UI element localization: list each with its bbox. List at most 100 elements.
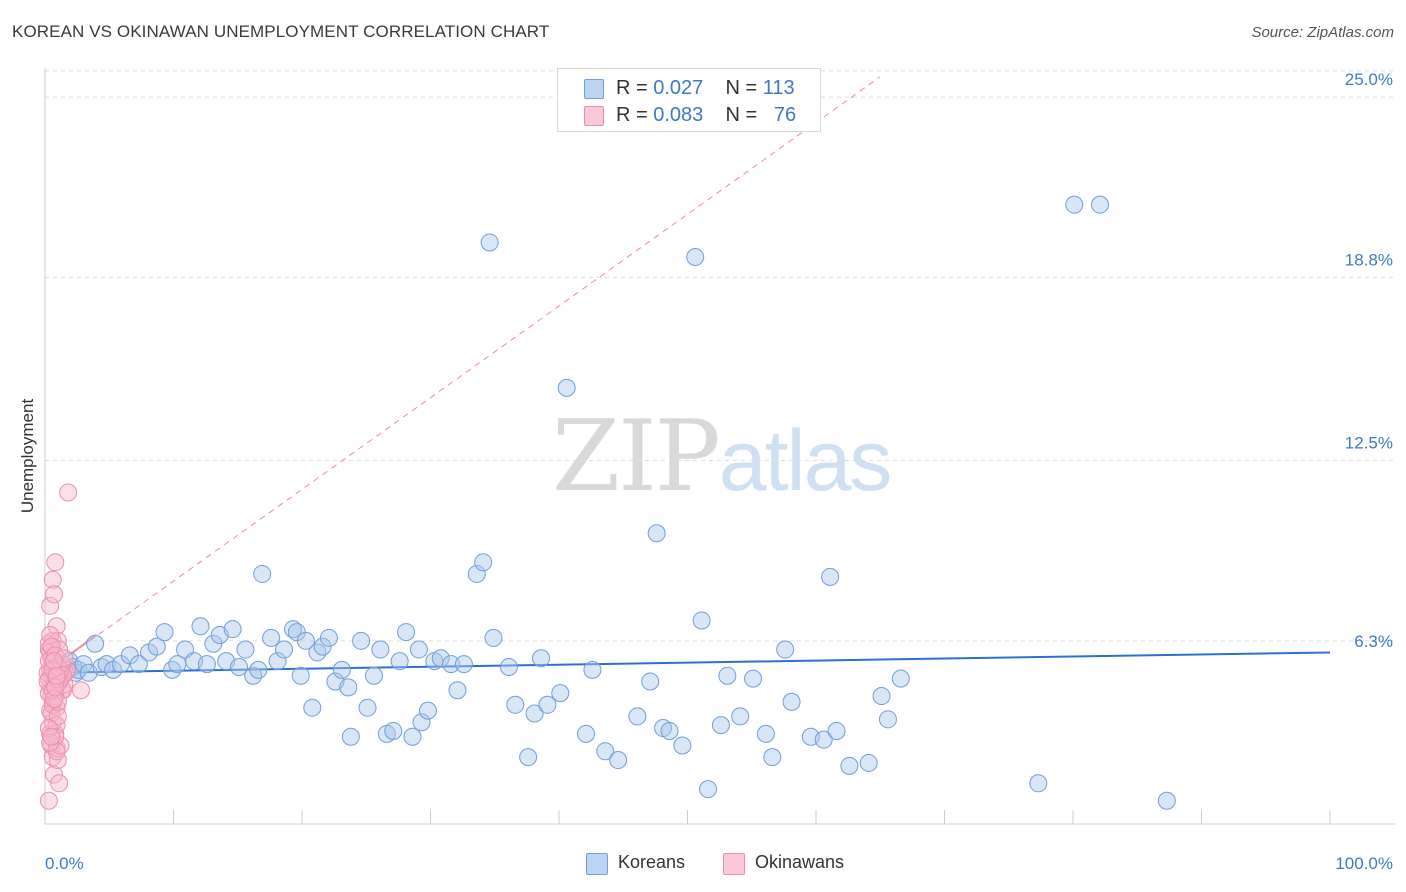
korean-point bbox=[557, 378, 576, 397]
legend-n-label: N = bbox=[725, 77, 758, 99]
korean-point bbox=[412, 713, 431, 732]
trend-lines bbox=[44, 76, 1331, 674]
korean-point bbox=[1065, 195, 1084, 214]
korean-point bbox=[262, 628, 281, 647]
korean-point bbox=[814, 730, 833, 749]
korean-point bbox=[92, 657, 111, 676]
korean-point bbox=[596, 742, 615, 761]
korean-point bbox=[129, 655, 148, 674]
korean-point bbox=[332, 660, 351, 679]
y-tick-label: 6.3% bbox=[1354, 632, 1393, 651]
korean-point bbox=[673, 736, 692, 755]
y-tick-label: 25.0% bbox=[1345, 70, 1393, 89]
korean-point bbox=[699, 780, 718, 799]
korean-point bbox=[86, 634, 105, 653]
chart-title: KOREAN VS OKINAWAN UNEMPLOYMENT CORRELAT… bbox=[12, 22, 550, 41]
legend-swatch-okinawans bbox=[584, 106, 604, 126]
okinawan-point bbox=[55, 649, 74, 668]
korean-point bbox=[384, 721, 403, 740]
korean-point bbox=[467, 564, 486, 583]
korean-point bbox=[454, 655, 473, 674]
okinawan-point bbox=[46, 553, 65, 572]
korean-point bbox=[397, 623, 416, 642]
korean-point bbox=[692, 611, 711, 630]
okinawan-trend-line bbox=[44, 76, 881, 674]
korean-point bbox=[1157, 791, 1176, 810]
korean-point bbox=[147, 637, 166, 656]
korean-point bbox=[731, 707, 750, 726]
korean-point bbox=[74, 655, 93, 674]
korean-point bbox=[253, 564, 272, 583]
korean-point bbox=[641, 672, 660, 691]
korean-point bbox=[660, 721, 679, 740]
korean-point bbox=[576, 724, 595, 743]
korean-point bbox=[763, 748, 782, 767]
korean-point bbox=[711, 716, 730, 735]
korean-point bbox=[583, 660, 602, 679]
legend-r-label: R = bbox=[616, 77, 648, 99]
korean-point bbox=[484, 628, 503, 647]
stats-legend: R = 0.027 N = 113 R = 0.083 N = 76 bbox=[557, 68, 821, 132]
okinawan-point bbox=[42, 637, 61, 656]
axes bbox=[44, 68, 1395, 825]
korean-point bbox=[390, 652, 409, 671]
source-label: Source: ZipAtlas.com bbox=[1251, 24, 1394, 41]
korean-point bbox=[859, 753, 878, 772]
bottom-legend-swatch-koreans bbox=[586, 853, 608, 875]
y-tick-label: 18.8% bbox=[1345, 250, 1393, 269]
korean-point bbox=[480, 233, 499, 252]
korean-point bbox=[872, 687, 891, 706]
korean-point bbox=[223, 620, 242, 639]
okinawan-point bbox=[44, 585, 63, 604]
korean-point bbox=[609, 751, 628, 770]
okinawan-point bbox=[42, 727, 61, 746]
okinawan-point bbox=[43, 570, 62, 589]
korean-point bbox=[891, 669, 910, 688]
okinawan-point bbox=[39, 791, 58, 810]
korean-point bbox=[782, 692, 801, 711]
korean-point bbox=[249, 660, 268, 679]
tick-labels: 6.3% 12.5% 18.8% 25.0% 0.0% 100.0% bbox=[45, 70, 1393, 873]
korean-point bbox=[308, 643, 327, 662]
korean-point bbox=[1090, 195, 1109, 214]
korean-point bbox=[341, 727, 360, 746]
korean-point bbox=[339, 678, 358, 697]
korean-point bbox=[525, 704, 544, 723]
korean-point bbox=[821, 567, 840, 586]
legend-r-label: R = bbox=[616, 104, 648, 126]
bottom-legend-label-koreans: Koreans bbox=[618, 852, 686, 872]
korean-point bbox=[418, 701, 437, 720]
korean-point bbox=[1029, 774, 1048, 793]
okinawan-point bbox=[47, 666, 66, 685]
okinawan-point bbox=[41, 733, 60, 752]
korean-points bbox=[48, 195, 1176, 810]
korean-point bbox=[275, 640, 294, 659]
korean-point bbox=[776, 640, 795, 659]
korean-point bbox=[268, 652, 287, 671]
korean-point bbox=[163, 660, 182, 679]
korean-point bbox=[532, 649, 551, 668]
korean-point bbox=[474, 553, 493, 572]
korean-point bbox=[744, 669, 763, 688]
korean-point bbox=[506, 695, 525, 714]
korean-point bbox=[647, 524, 666, 543]
x-tick-label: 0.0% bbox=[45, 854, 84, 873]
watermark-zip: ZIP bbox=[552, 400, 721, 514]
korean-point bbox=[244, 666, 263, 685]
korean-point bbox=[364, 666, 383, 685]
okinawan-point bbox=[44, 652, 63, 671]
okinawan-point bbox=[46, 678, 65, 697]
korean-point bbox=[403, 727, 422, 746]
korean-point bbox=[448, 681, 467, 700]
x-tick-label: 100.0% bbox=[1335, 854, 1393, 873]
korean-point bbox=[551, 684, 570, 703]
okinawan-point bbox=[41, 626, 60, 644]
korean-point bbox=[291, 666, 310, 685]
korean-point bbox=[686, 248, 705, 266]
legend-n-value-koreans: 113 bbox=[762, 77, 795, 99]
korean-point bbox=[499, 657, 518, 676]
gridlines bbox=[45, 70, 1395, 642]
korean-point bbox=[371, 640, 390, 659]
korean-point bbox=[230, 657, 249, 676]
